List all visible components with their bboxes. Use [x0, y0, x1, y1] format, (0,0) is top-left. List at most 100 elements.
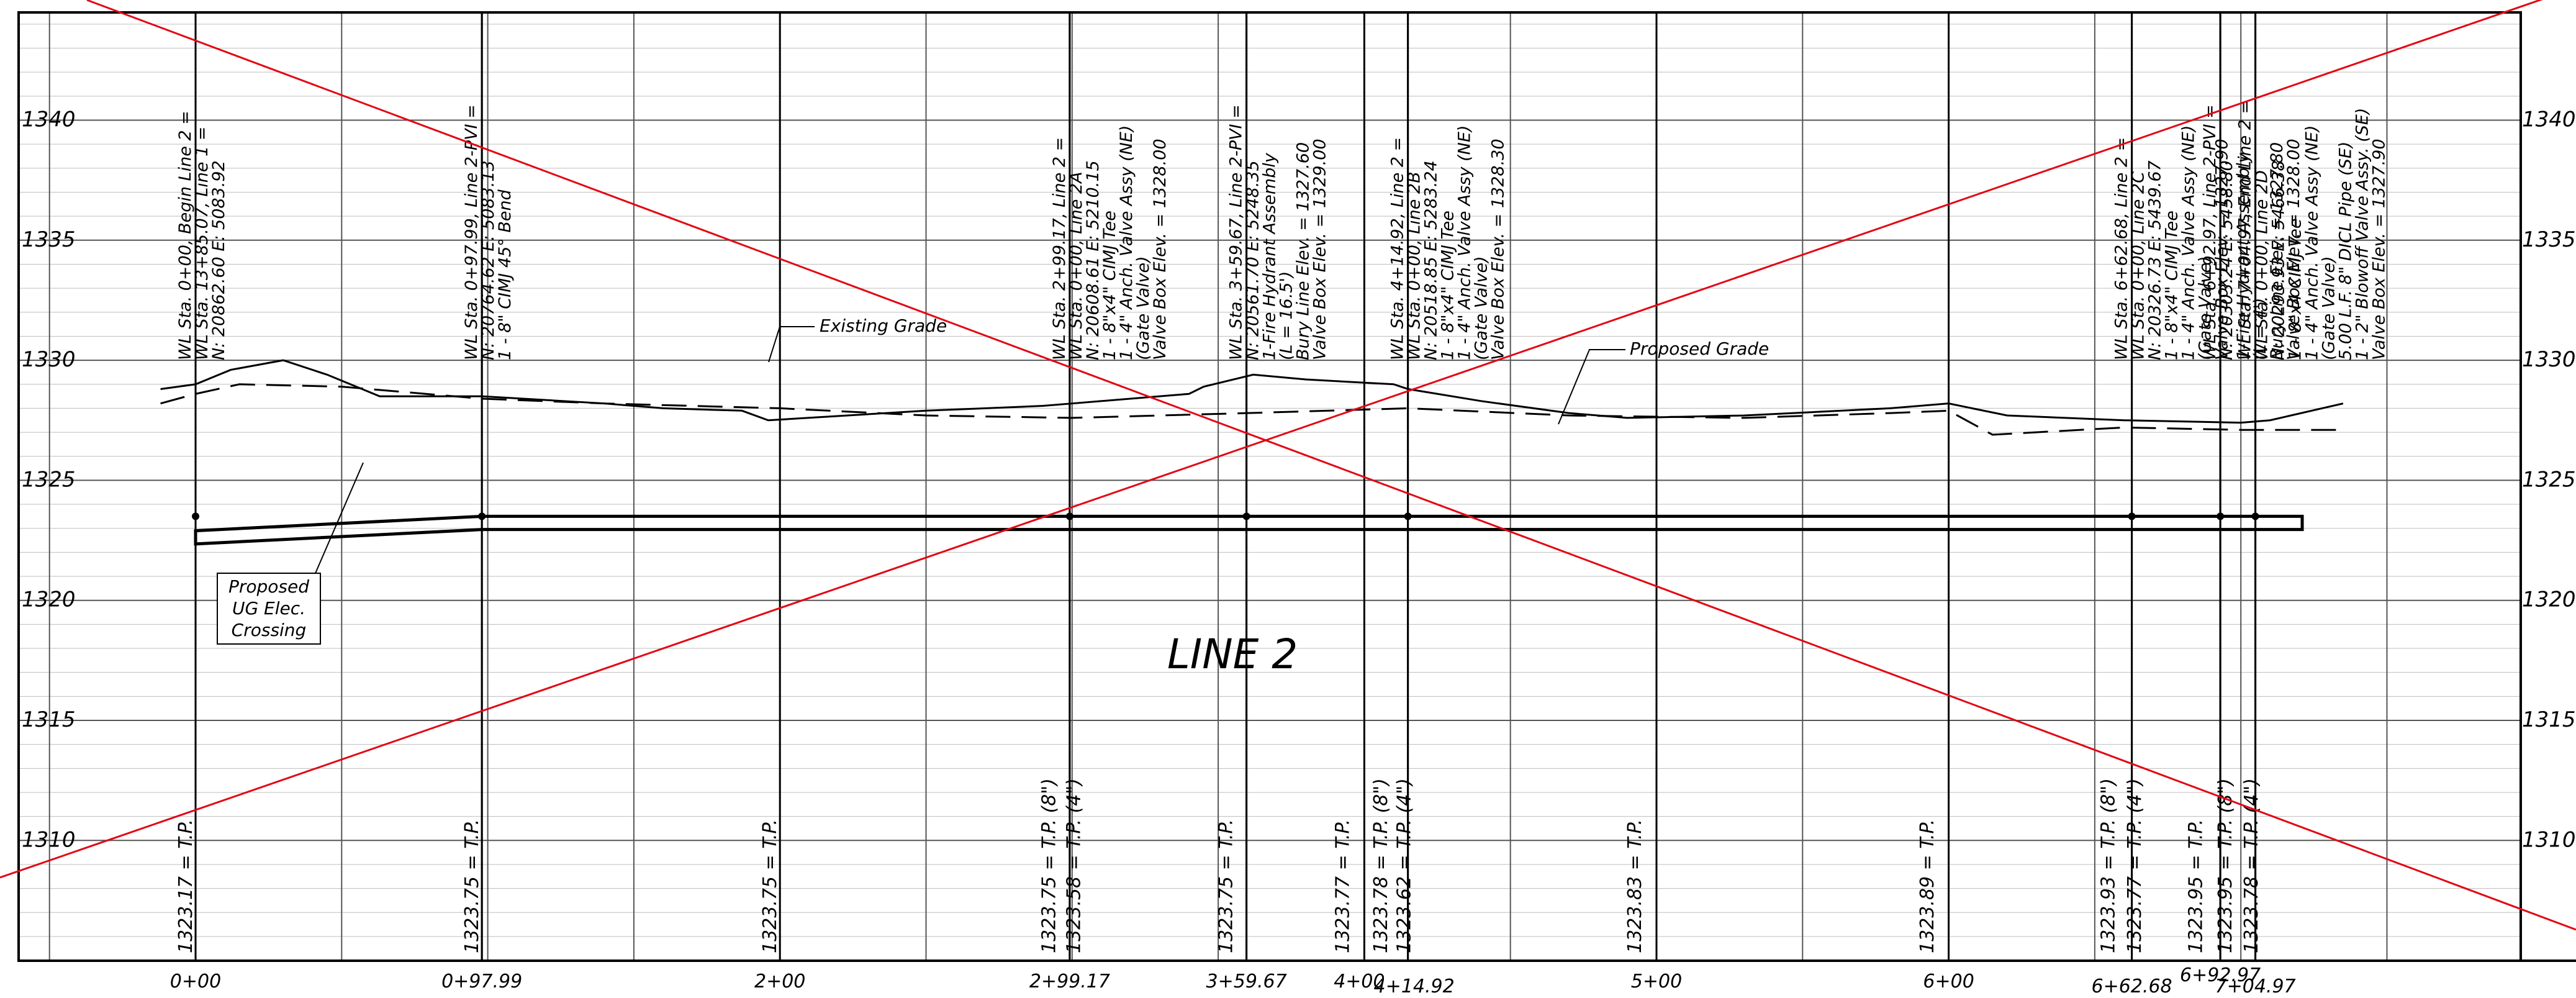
station-label: 6+00 — [1923, 971, 1974, 992]
elevation-label-left: 1340 — [22, 107, 76, 132]
pipe-outline — [194, 514, 2304, 546]
callout-text: Valve Box Elev. = 1329.00 — [1311, 138, 1330, 360]
station-label: 6+92.97 — [2180, 964, 2261, 986]
callout-text: 1 - 8"x4" CIMJ Tee — [1100, 211, 1119, 360]
callout-text: 1 - 8"x4" CIMJ Tee — [2162, 211, 2182, 360]
tp-label: 1323.95 = T.P. — [2185, 819, 2207, 953]
crossing-label-3: Crossing — [232, 620, 307, 640]
tp-label: 1323.75 = T.P. (8") — [1039, 778, 1060, 953]
callout-text: N: 20518.85 E: 5283.24 — [1422, 160, 1441, 360]
tp-label: 1323.93 = T.P. (8") — [2098, 778, 2120, 953]
callout-text: WL Sta. 0+00, Begin Line 2 = — [176, 111, 195, 360]
elevation-label-right: 1320 — [2522, 587, 2576, 612]
station-label: 7+04.97 — [2215, 976, 2296, 997]
callout-text: 1 - 4" Anch. Valve Assy (NE) — [2179, 125, 2199, 360]
callout-text: (Gate Valve) — [2320, 256, 2339, 360]
callout-text: WL Sta. 0+00, Line 2C — [2129, 171, 2148, 360]
callout-text: 1 - 8"x4 CIMJ Tee — [2286, 219, 2305, 360]
callout-text: 1-Fire Hydrant Assembly — [1260, 152, 1280, 360]
elevation-label-right: 1310 — [2522, 827, 2576, 852]
callout-text: WL Sta. 2+99.17, Line 2 = — [1050, 137, 1069, 360]
tp-label: 1323.78 = T.P. (4") — [2241, 778, 2262, 953]
tp-label: 1323.75 = T.P. — [1215, 819, 1237, 953]
pipe-node — [2217, 512, 2225, 520]
elevation-label-right: 1340 — [2522, 107, 2576, 132]
station-label: 4+14.92 — [1374, 976, 1455, 997]
callout-text: Bury Line Elev. = 1327.80 — [2267, 142, 2287, 360]
crossing-label-2: UG Elec. — [232, 598, 305, 619]
callout-text: N: 20293.93 E: 5466.38 — [2269, 160, 2289, 360]
tp-label: 1323.75 = T.P. — [759, 819, 781, 953]
callout-text: Valve Box Elev. = 1327.90 — [2370, 138, 2389, 360]
callout-text: 1 - 4" Anch. Valve Assy (NE) — [1117, 125, 1136, 360]
elevation-label-left: 1320 — [22, 587, 76, 612]
elevation-label-left: 1315 — [22, 707, 76, 732]
elevation-label-right: 1330 — [2522, 347, 2576, 372]
callout-text: WL Sta. 0+00, Line 2A — [1067, 171, 1086, 360]
callout-text: WL Sta. 7+04.97, End Line 2 = — [2236, 100, 2255, 360]
station-label: 2+99.17 — [1029, 971, 1110, 992]
tp-label: 1323.17 = T.P. — [175, 819, 197, 953]
elevation-label-right: 1335 — [2522, 227, 2576, 252]
callout-text: WL Sta. 0+00, Line 2D — [2253, 170, 2272, 360]
pipe-node — [2128, 512, 2136, 520]
callout-text: WL Sta. 6+62.68, Line 2 = — [2112, 137, 2131, 360]
callout-text: Bury Line Elev. = 1327.60 — [1294, 142, 1313, 360]
existing-grade-label: Existing Grade — [820, 315, 947, 336]
station-callouts: WL Sta. 0+00, Begin Line 2 =WL Sta. 13+8… — [176, 100, 2389, 360]
line-title: LINE 2 — [1167, 630, 1298, 678]
existing-grade-line — [160, 359, 2344, 424]
callout-text: WL Sta. 13+85.07, Line 1 = — [192, 127, 212, 360]
water-line-pipe — [192, 512, 2304, 546]
pipe-node — [192, 512, 199, 520]
callout-text: (Gate Valve) — [2196, 256, 2215, 360]
callout-text: (L = 16.5') — [1277, 271, 1296, 360]
callout-text: 1 - 8" CIMJ 45° Bend — [495, 189, 515, 360]
callout-text: (Gate Valve) — [1472, 256, 1491, 360]
existing-grade-label-group: Existing Grade — [768, 315, 947, 363]
pipe-node — [478, 512, 486, 520]
elevation-labels: 1340 1340 1335 1335 1330 1330 1325 1325 1320 1320… — [22, 107, 2576, 853]
station-label: 0+00 — [170, 971, 221, 992]
callout-text: N: 20561.70 E: 5248.35 — [1244, 160, 1263, 360]
callout-text: 1-Fire Hydrant Assembly — [2234, 152, 2253, 360]
proposed-grade-line — [160, 383, 2343, 436]
callout-text: (L = 4') — [2251, 298, 2270, 361]
elevation-label-right: 1325 — [2522, 467, 2576, 492]
callout-text: Valve Box Elev. = 1327.90 — [2213, 138, 2232, 360]
crossing-label-1: Proposed — [228, 576, 309, 597]
tp-label: 1323.78 = T.P. (8") — [1370, 778, 1392, 953]
elevation-label-left: 1325 — [22, 467, 76, 492]
station-label: 3+59.67 — [1206, 971, 1287, 992]
crossing-callout: Proposed UG Elec. Crossing — [217, 462, 364, 645]
tp-label: 1323.75 = T.P. — [461, 819, 483, 953]
pipe-node — [1242, 512, 1250, 520]
callout-text: 5.00 L.F. 8" DICL Pipe (SE) — [2336, 142, 2356, 360]
callout-text: 1 - 2" Blowoff Valve Assy. (SE) — [2353, 108, 2372, 360]
callout-text: 1 - 4" Anch. Valve Assy (NE) — [1455, 125, 1475, 360]
callout-text: WL Sta. 3+59.67, Line 2-PVI = — [1227, 104, 1246, 360]
proposed-grade-label: Proposed Grade — [1630, 338, 1769, 359]
callout-text: N: 20303.24 E: 5458.80 — [2217, 160, 2236, 360]
proposed-grade-label-group: Proposed Grade — [1558, 338, 1769, 425]
tp-label: 1323.89 = T.P. — [1917, 819, 1938, 953]
elevation-label-left: 1330 — [22, 347, 76, 372]
callout-text: 1 - 8"x4" CIMJ Tee — [1439, 211, 1458, 360]
tp-label: 1323.83 = T.P. — [1624, 819, 1646, 953]
pipe-node — [1065, 512, 1073, 520]
tp-label: 1323.58 = T.P. (4") — [1064, 778, 1085, 953]
callout-text: N: 20862.60 E: 5083.92 — [209, 160, 228, 360]
crossing-box — [217, 573, 321, 645]
station-label: 6+62.68 — [2092, 976, 2172, 997]
station-label: 2+00 — [754, 971, 805, 992]
station-label: 4+00 — [1334, 971, 1385, 992]
callout-text: Valve Box Elev. = 1328.00 — [1150, 138, 1170, 360]
callout-text: 1 - 4" Anch. Valve Assy (NE) — [2303, 125, 2322, 360]
callout-text: N: 20764.62 E: 5083.13 — [479, 160, 498, 360]
tp-label: 1323.77 = T.P. — [1332, 819, 1354, 953]
grade-lines — [160, 359, 2344, 436]
tp-label: 1323.62 = T.P. (4") — [1393, 778, 1415, 953]
callout-text: N: 20326.73 E: 5439.67 — [2146, 160, 2165, 360]
tp-label: 1323.77 = T.P. (4") — [2124, 778, 2146, 953]
pipe-node — [2251, 512, 2259, 520]
